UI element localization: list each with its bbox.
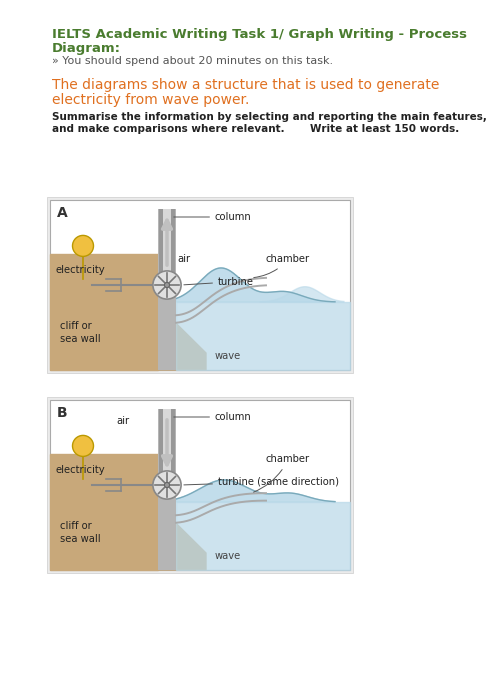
Text: cliff or
sea wall: cliff or sea wall [60,522,101,544]
Text: chamber: chamber [254,255,310,278]
Text: B: B [57,406,67,420]
Bar [163,409,171,477]
Text: wave: wave [215,351,241,361]
Text: and make comparisons where relevant.       Write at least 150 words.: and make comparisons where relevant. Wri… [52,124,459,134]
Polygon shape [260,287,344,302]
Text: electricity: electricity [56,265,106,275]
Text: wave: wave [215,552,241,561]
Polygon shape [158,305,206,370]
Bar [171,409,175,477]
Polygon shape [176,302,350,370]
Text: turbine (same direction): turbine (same direction) [184,477,339,486]
Text: air: air [178,255,191,265]
Circle shape [164,283,170,288]
Bar [163,209,171,276]
FancyBboxPatch shape [50,400,350,570]
FancyBboxPatch shape [47,197,353,373]
Text: turbine: turbine [184,276,254,286]
Circle shape [153,271,181,299]
Polygon shape [50,454,158,570]
Text: electricity from wave power.: electricity from wave power. [52,93,249,107]
Text: A: A [57,206,68,220]
Polygon shape [176,268,335,302]
Bar [171,209,175,276]
Text: air: air [116,416,129,426]
Polygon shape [50,254,158,370]
Text: electricity: electricity [56,465,106,475]
Circle shape [72,435,94,456]
Text: Summarise the information by selecting and reporting the main features,: Summarise the information by selecting a… [52,112,487,122]
Circle shape [164,482,170,487]
Polygon shape [158,505,206,570]
Text: The diagrams show a structure that is used to generate: The diagrams show a structure that is us… [52,78,440,92]
Polygon shape [176,502,350,570]
Text: IELTS Academic Writing Task 1/ Graph Writing - Process: IELTS Academic Writing Task 1/ Graph Wri… [52,28,467,41]
Text: chamber: chamber [254,454,310,492]
Bar [158,209,176,370]
Text: » You should spend about 20 minutes on this task.: » You should spend about 20 minutes on t… [52,56,333,66]
Circle shape [153,471,181,499]
Bar [159,209,163,276]
Text: Diagram:: Diagram: [52,42,121,55]
Text: column: column [174,412,252,422]
Text: column: column [174,212,252,222]
FancyBboxPatch shape [47,397,353,573]
Bar [158,409,176,570]
FancyBboxPatch shape [50,200,350,370]
Text: cliff or
sea wall: cliff or sea wall [60,321,101,344]
Circle shape [72,235,94,256]
Polygon shape [176,480,335,502]
Bar [159,409,163,477]
